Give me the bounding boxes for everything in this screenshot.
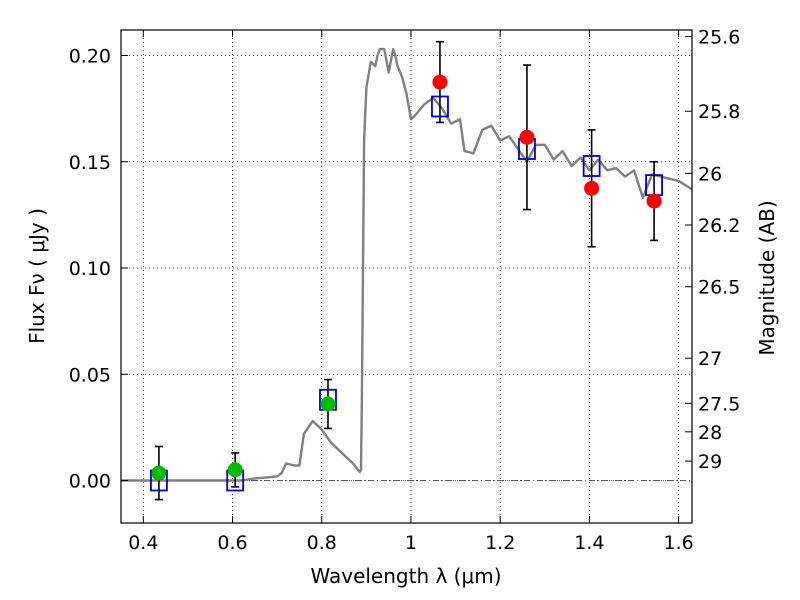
observed-flux-point	[227, 462, 243, 478]
y-tick-label: 0.10	[69, 258, 111, 280]
x-tick-label: 0.4	[128, 532, 158, 554]
y-tick-label: 0.05	[69, 364, 111, 386]
right-tick-label: 26	[698, 163, 722, 185]
x-tick-label: 0.8	[307, 532, 337, 554]
x-tick-label: 1	[405, 532, 417, 554]
x-axis-label: Wavelength λ (μm)	[310, 564, 501, 588]
right-axis-label: Magnitude (AB)	[755, 200, 779, 355]
observed-flux-point	[584, 180, 600, 196]
y-axis-label: Flux Fν ( μJy )	[25, 208, 49, 344]
model-photometry-square	[582, 155, 601, 177]
right-tick-label: 25.8	[698, 101, 740, 123]
right-tick-label: 26.2	[698, 215, 740, 237]
right-tick-label: 28	[698, 422, 722, 444]
x-tick-label: 1.2	[485, 532, 515, 554]
right-tick-label: 27.5	[698, 393, 740, 415]
y-tick-label: 0.20	[69, 46, 111, 68]
right-tick-label: 29	[698, 451, 722, 473]
x-tick-label: 1.4	[574, 532, 604, 554]
observed-flux-point	[432, 74, 448, 90]
axis-ticks: 0.4 0.6 0.8 1 1.2 1.4 1.6 0.00 0.05 0.10 0.15 0.20 2…	[69, 27, 741, 554]
observed-flux-point	[320, 396, 336, 412]
plot-frame	[120, 29, 693, 524]
observed-flux-point	[151, 465, 167, 481]
y-tick-label: 0.15	[69, 152, 111, 174]
x-tick-label: 0.6	[217, 532, 247, 554]
model-photometry-square	[431, 95, 449, 118]
right-tick-label: 26.5	[698, 277, 740, 299]
y-tick-label: 0.00	[69, 471, 111, 493]
observed-flux-point	[646, 193, 662, 209]
x-tick-label: 1.6	[664, 532, 694, 554]
right-tick-label: 25.6	[698, 27, 740, 49]
data-points-group	[150, 40, 663, 501]
observed-flux-point	[519, 129, 535, 145]
right-tick-label: 27	[698, 348, 722, 370]
